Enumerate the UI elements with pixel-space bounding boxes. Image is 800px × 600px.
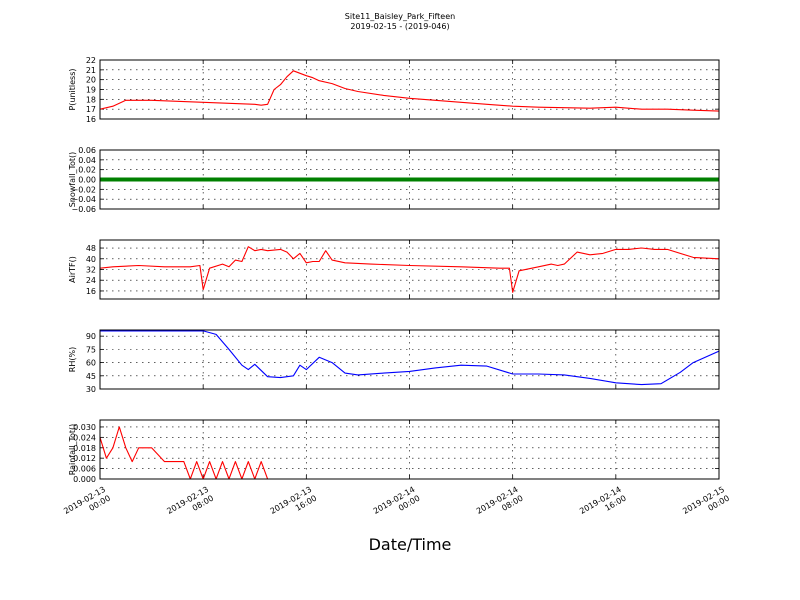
x-tick-label: 2019-02-1500:00 bbox=[681, 485, 731, 525]
panel-frame bbox=[99, 149, 720, 210]
y-tick-label: −0.02 bbox=[71, 185, 96, 194]
y-tick-label: 0.000 bbox=[73, 475, 96, 484]
y-tick-label: 75 bbox=[86, 345, 96, 354]
y-tick-label: 0.06 bbox=[78, 146, 96, 155]
series-line bbox=[100, 70, 719, 112]
y-tick-label: 21 bbox=[86, 66, 96, 75]
panel-frame bbox=[99, 59, 720, 120]
panel-frame bbox=[99, 419, 720, 480]
y-tick-label: 40 bbox=[86, 255, 96, 264]
y-axis-label: AirTF() bbox=[68, 256, 77, 283]
y-axis-label: Rainfall_Tot() bbox=[68, 424, 77, 476]
panel-frame bbox=[99, 329, 720, 390]
y-tick-label: 0.02 bbox=[78, 166, 96, 175]
y-tick-label: 0.018 bbox=[73, 444, 96, 453]
series-line bbox=[100, 330, 719, 386]
y-tick-label: −0.06 bbox=[71, 205, 96, 214]
x-tick-label: 2019-02-1400:00 bbox=[372, 485, 422, 525]
y-axis-label: P(unitless) bbox=[68, 68, 77, 110]
y-tick-label: 0.012 bbox=[73, 454, 96, 463]
x-tick-label: 2019-02-1316:00 bbox=[269, 485, 319, 525]
y-tick-label: 16 bbox=[86, 115, 96, 124]
y-axis-label: RH(%) bbox=[68, 347, 77, 372]
y-tick-label: 16 bbox=[86, 287, 96, 296]
y-tick-label: 0.04 bbox=[78, 156, 96, 165]
y-tick-label: 0.006 bbox=[73, 465, 96, 474]
y-tick-label: 17 bbox=[86, 105, 96, 114]
chart-panels: 16171819202122P(unitless)−0.06−0.04−0.02… bbox=[68, 56, 720, 484]
y-tick-label: 45 bbox=[86, 372, 96, 381]
panel-3: 30 45 60 75 90 RH(%) bbox=[68, 329, 720, 394]
x-axis-label: Date/Time bbox=[369, 535, 452, 554]
chart-subtitle: 2019-02-15 - (2019-046) bbox=[350, 22, 449, 31]
x-tick-label: 2019-02-1308:00 bbox=[165, 485, 215, 525]
y-tick-label: 20 bbox=[86, 76, 96, 85]
y-tick-label: 0.024 bbox=[73, 433, 96, 442]
chart-title: Site11_Baisley_Park_Fifteen bbox=[345, 12, 455, 21]
y-tick-label: 30 bbox=[86, 385, 96, 394]
x-tick-label: 2019-02-1300:00 bbox=[62, 485, 112, 525]
x-axis-ticks: 2019-02-1300:00 2019-02-1308:00 2019-02-13… bbox=[62, 485, 731, 525]
panel-frame bbox=[99, 239, 720, 300]
y-tick-label: 0.00 bbox=[78, 176, 96, 185]
y-tick-label: 22 bbox=[86, 56, 96, 65]
y-tick-label: 24 bbox=[86, 276, 96, 285]
series-line bbox=[100, 426, 719, 479]
y-tick-label: 0.030 bbox=[73, 423, 96, 432]
panel-1: −0.06−0.04−0.020.000.020.040.06Snowfall_… bbox=[68, 146, 720, 214]
y-tick-label: 18 bbox=[86, 95, 96, 104]
y-tick-label: 32 bbox=[86, 266, 96, 275]
y-tick-label: 60 bbox=[86, 359, 96, 368]
y-tick-label: 19 bbox=[86, 86, 96, 95]
x-tick-label: 2019-02-1416:00 bbox=[578, 485, 628, 525]
y-tick-label: 90 bbox=[86, 332, 96, 341]
y-tick-label: 48 bbox=[86, 244, 96, 253]
x-tick-label: 2019-02-1408:00 bbox=[475, 485, 525, 525]
y-axis-label: Snowfall_Tot() bbox=[68, 152, 77, 208]
series-line bbox=[100, 246, 719, 293]
y-tick-label: −0.04 bbox=[71, 195, 96, 204]
